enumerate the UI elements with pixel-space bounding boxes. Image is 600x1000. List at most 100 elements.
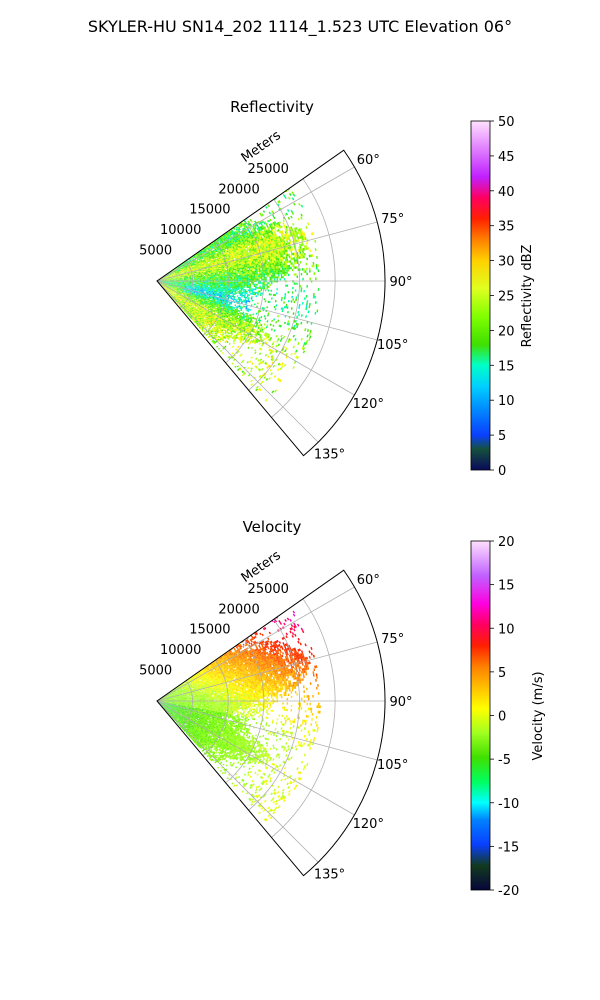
- field-cell: [165, 277, 167, 279]
- field-cell: [217, 274, 220, 276]
- field-cell: [166, 284, 168, 285]
- field-cell: [223, 287, 226, 289]
- field-cell: [206, 274, 209, 276]
- field-cell: [171, 275, 174, 276]
- field-cell: [225, 286, 227, 288]
- field-cell: [173, 286, 175, 288]
- field-cell: [167, 284, 170, 286]
- field-cell: [228, 292, 231, 295]
- field-cell: [168, 286, 171, 287]
- field-cell: [163, 277, 165, 279]
- field-cell: [173, 266, 175, 268]
- field-cell: [170, 273, 173, 274]
- reflectivity-field: [157, 175, 320, 402]
- field-cell: [217, 273, 220, 275]
- field-cell: [222, 273, 224, 276]
- field-cell: [211, 238, 214, 241]
- field-cell: [170, 283, 173, 285]
- field-cell: [194, 248, 196, 251]
- field-cell: [176, 263, 178, 265]
- field-cell: [190, 251, 193, 254]
- field-cell: [203, 285, 206, 287]
- field-cell: [201, 239, 204, 242]
- field-cell: [160, 278, 163, 280]
- field-cell: [212, 286, 214, 288]
- field-cell: [164, 276, 167, 278]
- field-cell: [213, 273, 216, 276]
- field-cell: [221, 279, 223, 281]
- field-cell: [219, 284, 222, 286]
- field-cell: [170, 276, 173, 277]
- field-cell: [200, 243, 203, 246]
- field-cell: [173, 271, 175, 273]
- field-cell: [201, 246, 203, 249]
- field-cell: [219, 275, 221, 277]
- field-cell: [173, 271, 175, 273]
- field-cell: [225, 276, 227, 278]
- field-cell: [165, 286, 167, 288]
- field-cell: [167, 290, 169, 292]
- field-cell: [210, 274, 213, 276]
- field-cell: [207, 286, 210, 288]
- field-cell: [175, 264, 177, 266]
- field-cell: [201, 282, 203, 284]
- field-cell: [213, 272, 215, 275]
- field-cell: [195, 281, 197, 283]
- field-cell: [162, 283, 164, 284]
- figure-suptitle: SKYLER-HU SN14_202 1114_1.523 UTC Elevat…: [88, 17, 512, 37]
- field-cell: [162, 278, 164, 279]
- field-cell: [181, 258, 184, 260]
- field-cell: [220, 276, 223, 278]
- field-cell: [160, 283, 162, 285]
- field-cell: [165, 287, 168, 289]
- field-cell: [165, 285, 168, 287]
- field-cell: [220, 288, 223, 290]
- field-cell: [165, 286, 167, 288]
- field-cell: [171, 275, 174, 277]
- field-cell: [170, 274, 172, 276]
- field-cell: [173, 284, 176, 286]
- field-cell: [219, 287, 221, 290]
- field-cell: [162, 282, 164, 284]
- field-cell: [219, 288, 221, 291]
- field-cell: [166, 277, 168, 278]
- field-cell: [193, 248, 196, 250]
- field-cell: [171, 287, 173, 289]
- field-cell: [162, 278, 164, 280]
- field-cell: [167, 288, 169, 290]
- field-cell: [225, 274, 227, 277]
- field-cell: [166, 289, 168, 291]
- field-cell: [169, 273, 171, 275]
- field-cell: [233, 275, 236, 277]
- field-cell: [233, 276, 236, 279]
- field-cell: [189, 278, 192, 280]
- field-cell: [229, 266, 232, 269]
- field-cell: [171, 275, 174, 277]
- field-cell: [182, 258, 184, 261]
- field-cell: [173, 264, 176, 267]
- field-cell: [212, 277, 214, 279]
- field-cell: [166, 284, 168, 286]
- field-cell: [165, 288, 167, 290]
- field-cell: [173, 266, 175, 268]
- field-cell: [173, 284, 176, 285]
- field-cell: [169, 287, 172, 288]
- field-cell: [203, 284, 206, 286]
- field-cell: [168, 269, 171, 272]
- field-cell: [167, 288, 169, 290]
- field-cell: [172, 288, 174, 290]
- field-cell: [207, 237, 209, 240]
- field-cell: [215, 283, 217, 285]
- field-cell: [186, 282, 189, 283]
- field-cell: [232, 286, 234, 289]
- field-cell: [173, 272, 176, 274]
- field-cell: [183, 256, 186, 259]
- field-cell: [206, 285, 209, 287]
- field-cell: [192, 249, 195, 251]
- field-cell: [205, 277, 207, 279]
- field-cell: [209, 234, 212, 237]
- field-cell: [202, 281, 205, 283]
- field-cell: [172, 284, 174, 285]
- field-cell: [204, 243, 206, 245]
- field-cell: [196, 278, 199, 280]
